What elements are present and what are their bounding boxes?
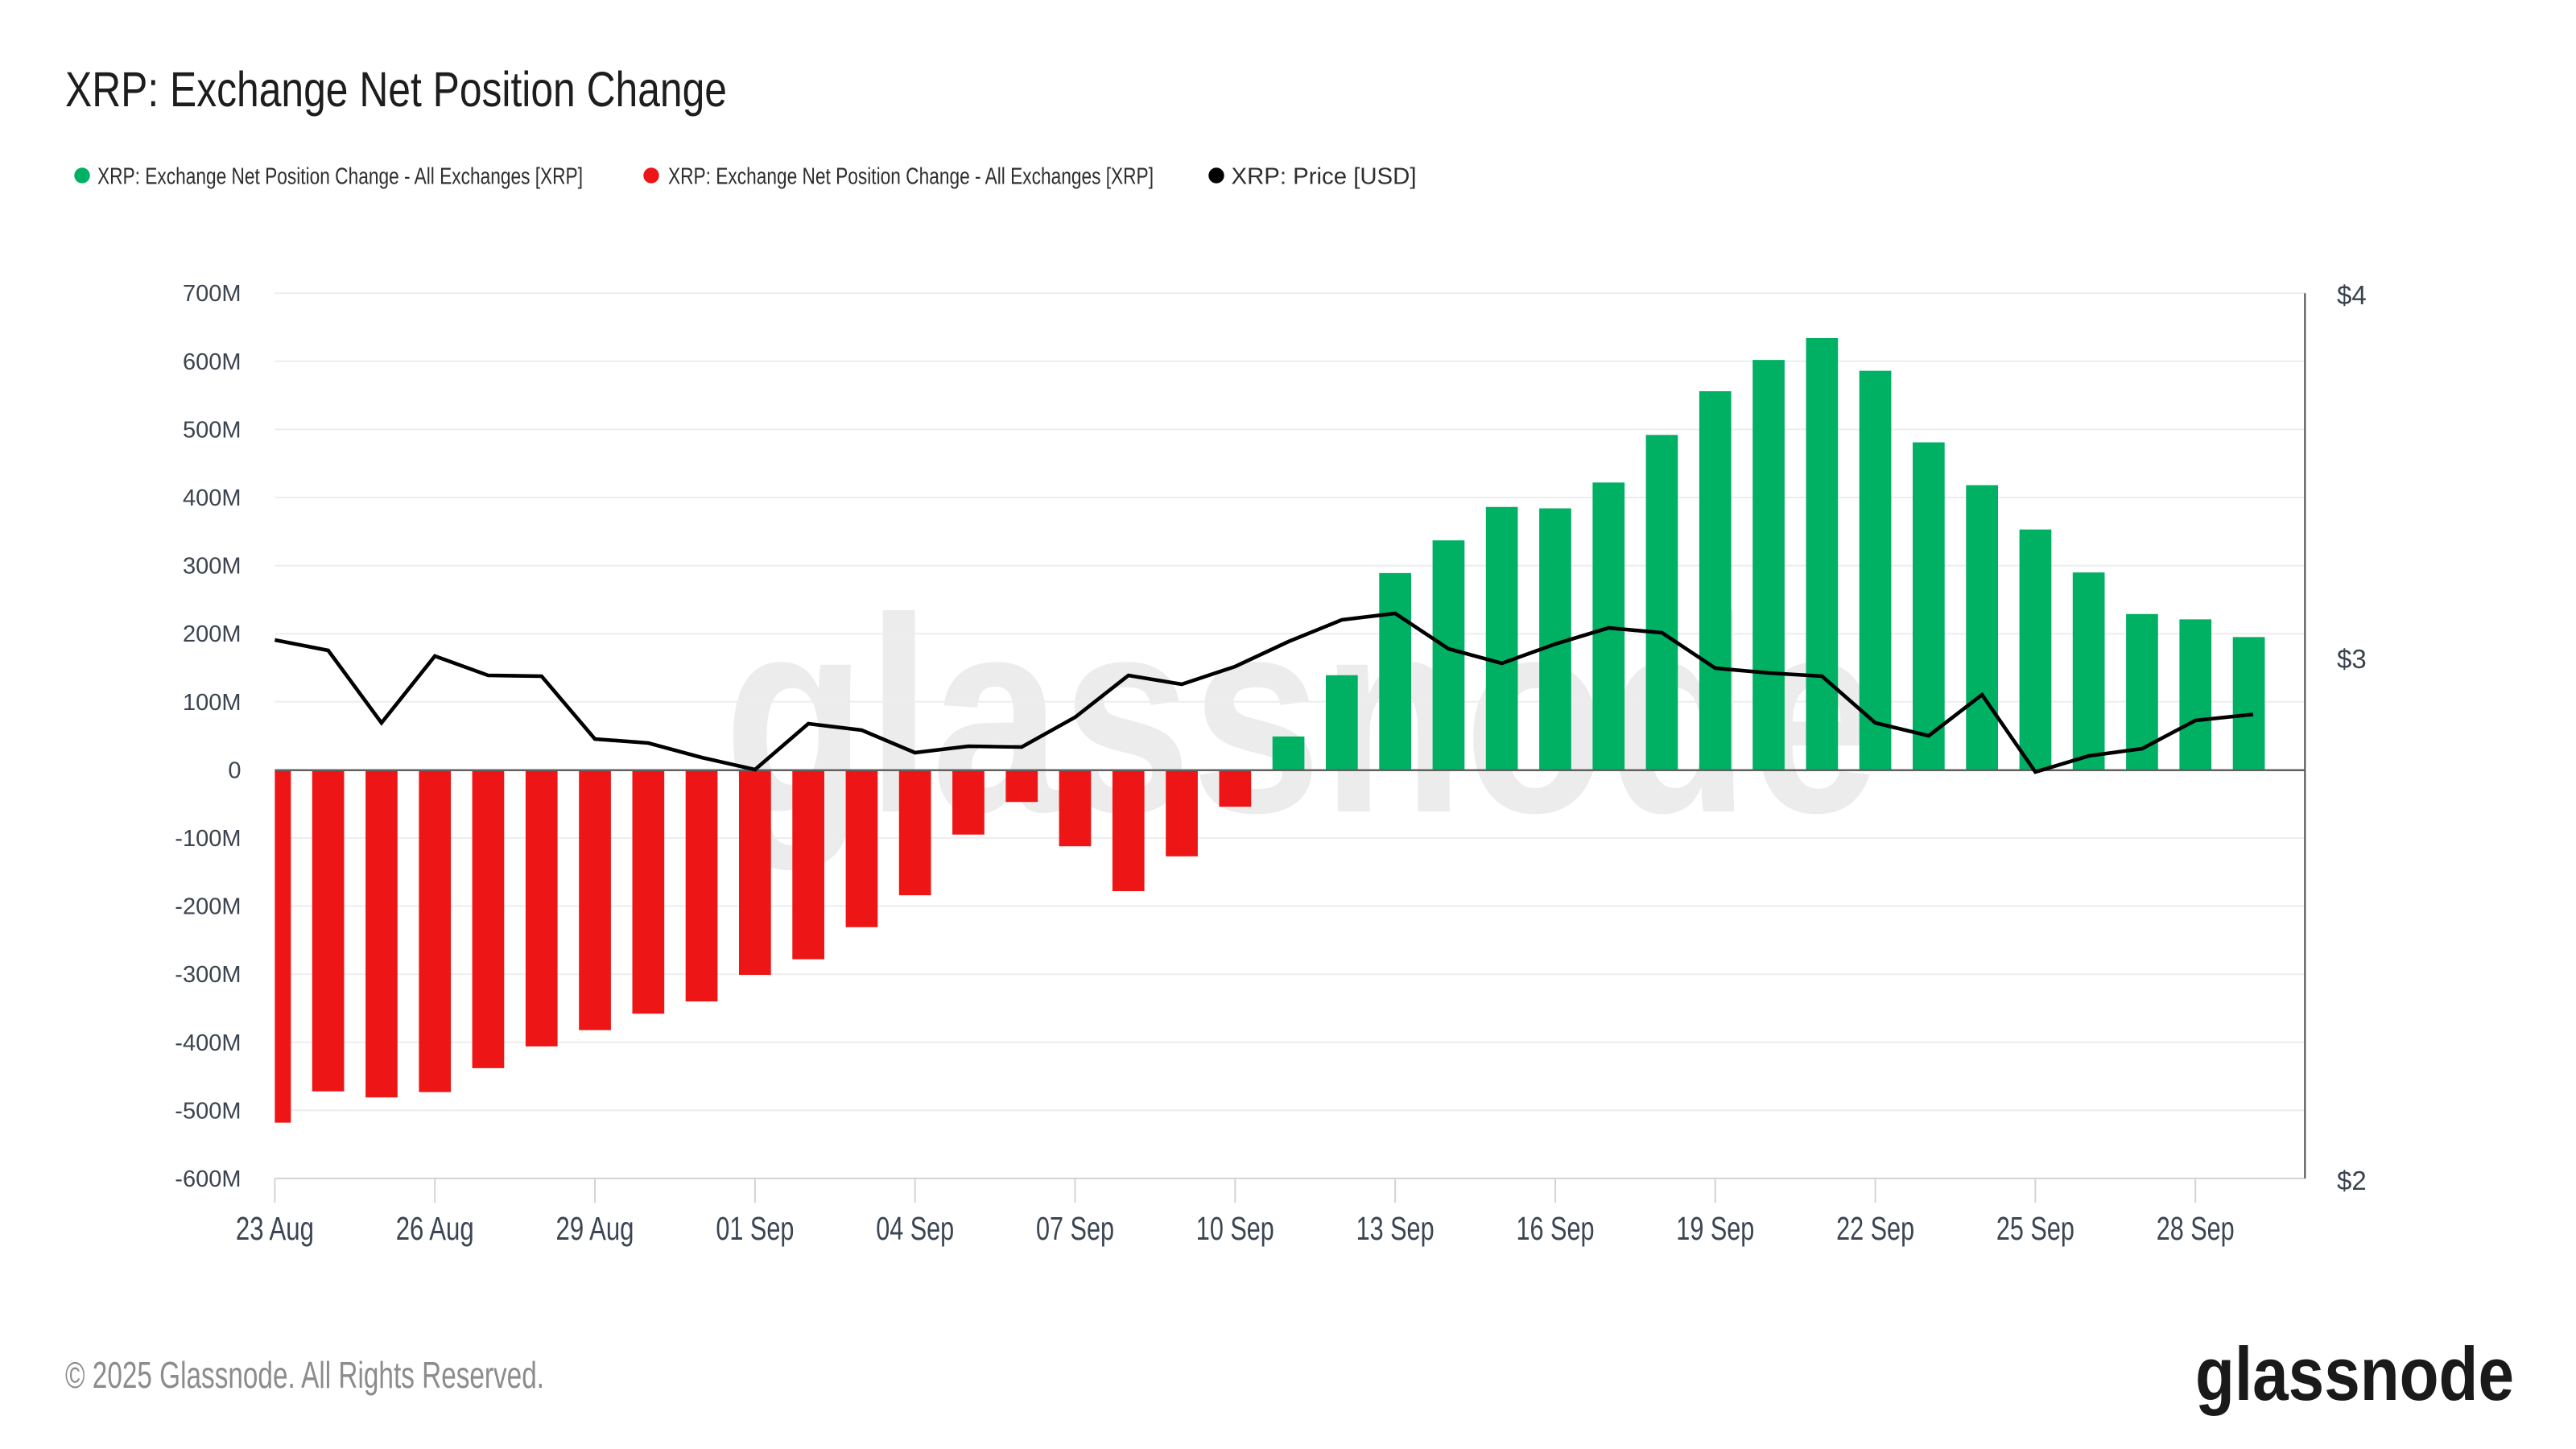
svg-text:25 Sep: 25 Sep xyxy=(1996,1210,2074,1247)
svg-text:400M: 400M xyxy=(183,485,242,511)
svg-text:23 Aug: 23 Aug xyxy=(236,1210,314,1247)
svg-text:300M: 300M xyxy=(183,554,242,580)
svg-text:0: 0 xyxy=(228,758,241,783)
svg-text:16 Sep: 16 Sep xyxy=(1517,1210,1595,1247)
svg-text:28 Sep: 28 Sep xyxy=(2157,1210,2235,1247)
svg-text:-500M: -500M xyxy=(175,1098,241,1124)
svg-text:$2: $2 xyxy=(2337,1166,2367,1195)
svg-text:XRP: Price [USD]: XRP: Price [USD] xyxy=(1232,164,1417,190)
svg-text:glassnode: glassnode xyxy=(2195,1331,2514,1416)
svg-text:$4: $4 xyxy=(2337,280,2367,310)
svg-text:200M: 200M xyxy=(183,621,242,647)
svg-text:13 Sep: 13 Sep xyxy=(1356,1210,1435,1247)
svg-text:500M: 500M xyxy=(183,417,242,443)
svg-text:07 Sep: 07 Sep xyxy=(1036,1210,1114,1247)
svg-text:© 2025 Glassnode. All Rights R: © 2025 Glassnode. All Rights Reserved. xyxy=(65,1354,544,1396)
svg-text:XRP: Exchange Net Position Cha: XRP: Exchange Net Position Change - All … xyxy=(97,164,583,190)
svg-text:26 Aug: 26 Aug xyxy=(396,1210,474,1247)
svg-text:-200M: -200M xyxy=(175,894,241,920)
svg-text:19 Sep: 19 Sep xyxy=(1676,1210,1754,1247)
svg-text:600M: 600M xyxy=(183,349,242,375)
svg-text:XRP: Exchange Net Position Cha: XRP: Exchange Net Position Change xyxy=(65,62,727,117)
svg-text:-100M: -100M xyxy=(175,826,241,852)
svg-text:-300M: -300M xyxy=(175,962,241,988)
svg-text:XRP: Exchange Net Position Cha: XRP: Exchange Net Position Change - All … xyxy=(668,164,1154,190)
svg-text:-600M: -600M xyxy=(175,1166,241,1192)
svg-text:-400M: -400M xyxy=(175,1030,241,1056)
svg-text:01 Sep: 01 Sep xyxy=(716,1210,794,1247)
svg-text:100M: 100M xyxy=(183,690,242,716)
svg-text:10 Sep: 10 Sep xyxy=(1196,1210,1274,1247)
svg-text:04 Sep: 04 Sep xyxy=(876,1210,954,1247)
svg-text:29 Aug: 29 Aug xyxy=(556,1210,634,1247)
svg-text:$3: $3 xyxy=(2337,644,2367,674)
svg-text:22 Sep: 22 Sep xyxy=(1836,1210,1914,1247)
svg-text:700M: 700M xyxy=(183,281,242,307)
